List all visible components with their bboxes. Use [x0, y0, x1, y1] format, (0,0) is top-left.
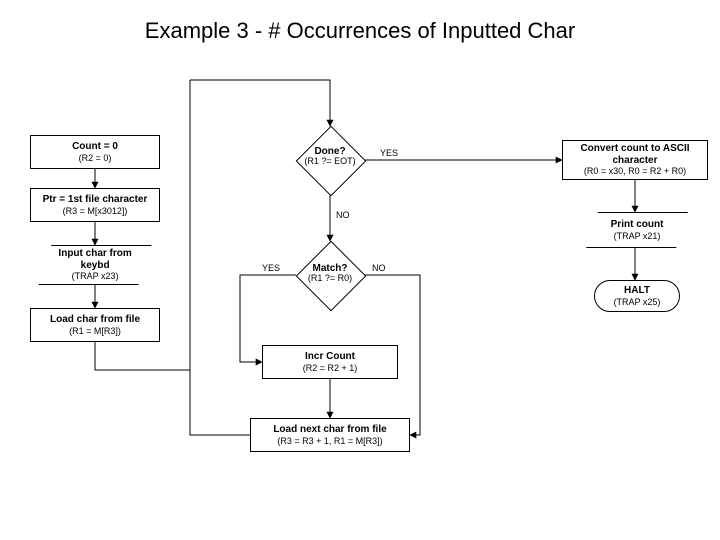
node-input-label: Input char from keybd	[45, 248, 145, 271]
node-loadnext-sub: (R3 = R3 + 1, R1 = M[R3])	[251, 436, 409, 446]
node-halt: HALT (TRAP x25)	[594, 280, 680, 312]
node-done: Done? (R1 ?= EOT)	[290, 146, 370, 167]
node-input-sub: (TRAP x23)	[45, 271, 145, 281]
node-incr-sub: (R2 = R2 + 1)	[263, 363, 397, 373]
node-convert-sub: (R0 = x30, R0 = R2 + R0)	[563, 166, 707, 176]
node-convert-label: Convert count to ASCII character	[563, 143, 707, 166]
node-count0: Count = 0 (R2 = 0)	[30, 135, 160, 169]
page-title: Example 3 - # Occurrences of Inputted Ch…	[0, 18, 720, 44]
node-count0-label: Count = 0	[31, 141, 159, 153]
node-print-label: Print count	[592, 219, 682, 231]
label-match-yes: YES	[262, 263, 280, 273]
node-load-sub: (R1 = M[R3])	[31, 326, 159, 336]
node-load-label: Load char from file	[31, 314, 159, 326]
label-done-no: NO	[336, 210, 350, 220]
node-ptr-label: Ptr = 1st file character	[31, 194, 159, 206]
node-halt-sub: (TRAP x25)	[595, 297, 679, 307]
node-match-sub: (R1 ?= R0)	[290, 274, 370, 284]
node-ptr-sub: (R3 = M[x3012])	[31, 206, 159, 216]
node-print-sub: (TRAP x21)	[592, 231, 682, 241]
node-match: Match? (R1 ?= R0)	[290, 263, 370, 284]
node-loadnext: Load next char from file (R3 = R3 + 1, R…	[250, 418, 410, 452]
node-print: Print count (TRAP x21)	[586, 212, 688, 248]
node-incr-label: Incr Count	[263, 351, 397, 363]
node-done-sub: (R1 ?= EOT)	[290, 157, 370, 167]
node-convert: Convert count to ASCII character (R0 = x…	[562, 140, 708, 180]
node-loadnext-label: Load next char from file	[251, 424, 409, 436]
node-incr: Incr Count (R2 = R2 + 1)	[262, 345, 398, 379]
node-count0-sub: (R2 = 0)	[31, 153, 159, 163]
label-match-no: NO	[372, 263, 386, 273]
node-ptr: Ptr = 1st file character (R3 = M[x3012])	[30, 188, 160, 222]
label-done-yes: YES	[380, 148, 398, 158]
node-load: Load char from file (R1 = M[R3])	[30, 308, 160, 342]
node-halt-label: HALT	[595, 285, 679, 297]
node-input: Input char from keybd (TRAP x23)	[39, 245, 152, 285]
